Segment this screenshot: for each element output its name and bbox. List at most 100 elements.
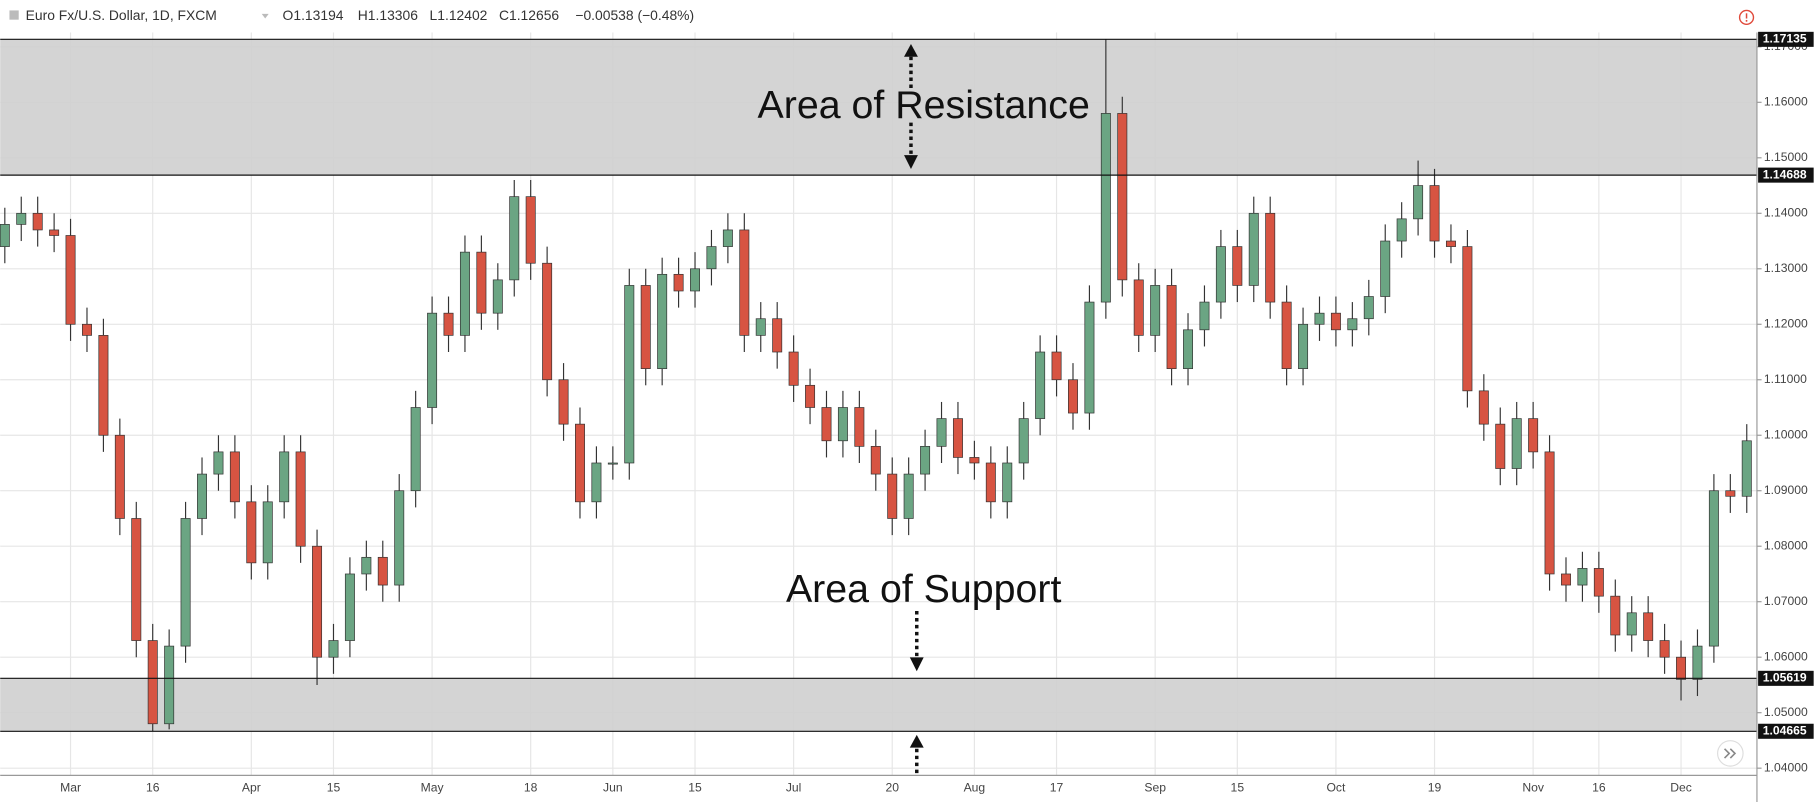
- arrow-head: [909, 734, 924, 748]
- overlay: Area of Resistance Area of Support: [0, 38, 1757, 732]
- candle-body: [1314, 312, 1325, 325]
- zone: [0, 39, 1757, 176]
- candle-body: [1659, 640, 1670, 658]
- zone: [0, 678, 1757, 732]
- candle-body: [65, 235, 76, 325]
- candle-body: [805, 384, 816, 408]
- candle-body: [1528, 418, 1539, 453]
- candle-body: [1018, 418, 1029, 464]
- x-tick-label: Dec: [1670, 780, 1692, 794]
- candle-body: [1166, 285, 1177, 370]
- candle-body: [1577, 568, 1588, 586]
- candle-body: [1429, 185, 1440, 242]
- candle-body: [0, 224, 10, 247]
- candle-body: [1643, 612, 1654, 641]
- candle-body: [312, 545, 323, 658]
- ohlc-low: L1.12402: [430, 7, 488, 23]
- header: Euro Fx/U.S. Dollar, 1D, FXCM O1.13194 H…: [0, 0, 1815, 33]
- candle-body: [180, 518, 191, 647]
- candle-body: [295, 451, 306, 547]
- y-tick-label: 1.08000: [1764, 538, 1808, 552]
- candle-body: [1708, 490, 1719, 647]
- candle-body: [443, 312, 454, 336]
- candle-body: [558, 379, 569, 425]
- price-tag-label: 1.04665: [1763, 723, 1807, 737]
- candle-body: [525, 196, 536, 264]
- candle-body: [328, 640, 339, 658]
- scroll-button[interactable]: [1717, 740, 1744, 767]
- y-tick-label: 1.09000: [1764, 483, 1808, 497]
- candle-body: [1561, 573, 1571, 586]
- x-tick-label: 20: [885, 780, 899, 794]
- y-tick-label: 1.07000: [1764, 594, 1808, 608]
- x-tick-label: 15: [688, 780, 702, 794]
- x-tick-label: May: [421, 780, 445, 794]
- arrow-head: [909, 657, 924, 672]
- candle-body: [1215, 246, 1226, 303]
- scroll-icon: [1723, 748, 1737, 759]
- y-tick-label: 1.06000: [1764, 649, 1808, 663]
- x-tick-label: Jun: [603, 780, 623, 794]
- x-tick-label: Mar: [60, 780, 81, 794]
- price-tag: [1758, 31, 1814, 47]
- candle-body: [1330, 312, 1341, 331]
- candle-body: [1544, 451, 1555, 575]
- dropdown[interactable]: [261, 13, 269, 19]
- candle-body: [755, 318, 766, 336]
- candle-body: [607, 462, 618, 465]
- x-tick-label: Oct: [1326, 780, 1346, 794]
- zones: [0, 39, 1757, 732]
- candle-body: [229, 451, 240, 503]
- candle-body: [1511, 418, 1522, 469]
- alert-icon[interactable]: [1738, 9, 1755, 25]
- candle-body: [1298, 323, 1309, 370]
- candle-body: [427, 312, 438, 408]
- price-tag-label: 1.05619: [1763, 671, 1807, 685]
- candle-body: [377, 556, 388, 586]
- symbol: Euro Fx/U.S. Dollar, 1D, FXCM: [26, 7, 217, 23]
- candle-body: [1117, 113, 1128, 281]
- candle-body: [394, 490, 405, 586]
- candle-body: [16, 212, 27, 225]
- candle-body: [1610, 595, 1621, 636]
- candle-body: [1676, 656, 1687, 680]
- y-tick-label: 1.12000: [1764, 316, 1808, 330]
- y-tick-label: 1.15000: [1764, 150, 1808, 164]
- candle-body: [1396, 218, 1407, 242]
- candle-body: [657, 273, 668, 370]
- y-tick-label: 1.14000: [1764, 205, 1808, 219]
- candle-body: [1133, 279, 1144, 336]
- ohlc-high: H1.13306: [358, 7, 418, 23]
- candle-body: [1692, 645, 1703, 680]
- x-tick-label: Aug: [964, 780, 986, 794]
- candle-body: [1347, 318, 1358, 331]
- candle-body: [1462, 246, 1473, 392]
- candle-body: [1265, 212, 1276, 303]
- candle-body: [492, 279, 503, 314]
- axes: 1.04000 1.05000 1.06000 1.07000 1.08000 1.090…: [60, 31, 1814, 794]
- candle-body: [114, 434, 125, 519]
- candle-body: [1363, 296, 1374, 320]
- candle-body: [1068, 379, 1078, 414]
- candle-body: [936, 418, 947, 447]
- candle-body: [279, 451, 290, 503]
- candle-body: [1281, 301, 1292, 370]
- candle-body: [1232, 246, 1243, 286]
- candle-body: [1495, 423, 1506, 469]
- scroll-button-bg[interactable]: [1717, 740, 1744, 767]
- y-tick-label: 1.04000: [1764, 760, 1808, 774]
- candle-body: [1593, 568, 1604, 597]
- candle-body: [147, 640, 158, 725]
- header-bg: [0, 0, 1815, 33]
- candle-body: [459, 251, 470, 336]
- candles: [0, 39, 1752, 732]
- candle-body: [739, 229, 750, 336]
- y-tick-label: 1.11000: [1764, 372, 1807, 386]
- candle-body: [920, 445, 931, 475]
- candle-body: [1725, 490, 1736, 497]
- candle-body: [969, 457, 980, 464]
- candle-body: [854, 407, 865, 447]
- ohlc-open: O1.13194: [283, 7, 344, 23]
- price-tag-label: 1.17135: [1763, 32, 1807, 46]
